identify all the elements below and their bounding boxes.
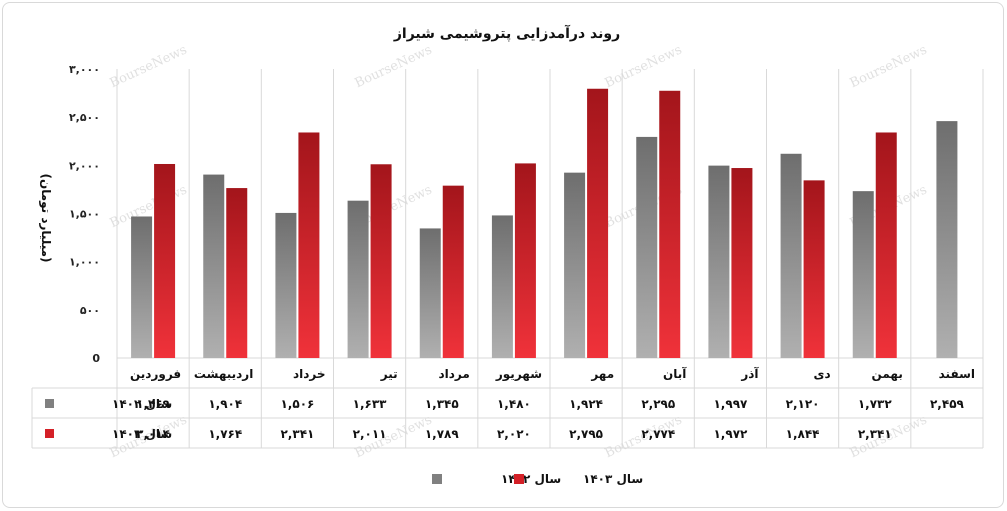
data-label-1403: ۱,۷۶۴: [208, 427, 242, 441]
category-label: آبان: [663, 366, 687, 381]
bar-1403: [803, 180, 825, 358]
bar-1402: [131, 216, 153, 358]
category-label: بهمن: [872, 367, 903, 381]
category-label: خرداد: [293, 367, 326, 381]
chart-title: روند درآمدزایی پتروشیمی شیراز: [393, 24, 620, 42]
bar-1402: [636, 136, 658, 358]
data-label-1403: ۲,۰۱۱: [353, 427, 387, 441]
table-series-name: سال ۱۴۰۲: [112, 397, 172, 411]
data-label-1402: ۱,۴۶۹: [136, 397, 171, 411]
data-label-1403: ۱,۸۴۴: [786, 427, 820, 441]
data-label-1403: ۲,۳۴۱: [280, 427, 314, 441]
watermark-text: BourseNews: [848, 42, 930, 91]
legend-label-1402: سال ۱۴۰۲: [501, 472, 561, 486]
data-label-1403: ۲,۷۹۵: [569, 427, 603, 441]
data-label-1402: ۱,۹۰۴: [208, 397, 242, 411]
category-label: مهر: [590, 367, 614, 381]
bar-1403: [659, 90, 681, 358]
y-tick-label: ۲,۵۰۰: [69, 111, 100, 124]
legend-swatch-1402: [432, 474, 442, 484]
bar-1402: [708, 165, 730, 358]
category-label: آذر: [740, 366, 759, 381]
y-axis-label: (میلیارد تومان): [38, 173, 53, 262]
category-label: فروردین: [130, 367, 181, 382]
y-ticks: 0 ۵۰۰ ۱,۰۰۰ ۱,۵۰۰ ۲,۰۰۰ ۲,۵۰۰ ۳,۰۰۰: [69, 63, 100, 365]
data-label-1402: ۱,۵۰۶: [280, 397, 314, 411]
bar-1402: [491, 215, 513, 358]
category-label: شهریور: [495, 367, 542, 382]
y-tick-label: ۱,۰۰۰: [69, 256, 100, 269]
bar-1403: [731, 168, 753, 358]
y-tick-label: ۵۰۰: [80, 304, 100, 317]
bar-1403: [875, 132, 897, 358]
table-series-name: سال ۱۴۰۳: [112, 427, 172, 441]
bar-1403: [226, 188, 248, 358]
category-label: تیر: [380, 367, 398, 381]
bar-1402: [347, 200, 369, 358]
category-label: مرداد: [439, 367, 470, 381]
data-label-1402: ۲,۴۵۹: [930, 397, 965, 411]
data-label-1403: ۱,۷۸۹: [425, 427, 460, 441]
data-label-1402: ۲,۱۲۰: [786, 397, 820, 411]
table-series-swatch: [45, 429, 54, 438]
watermark-text: BourseNews: [108, 42, 190, 91]
bar-1402: [936, 121, 958, 358]
watermark-text: BourseNews: [603, 42, 685, 91]
bar-1402: [419, 228, 441, 358]
legend: سال ۱۴۰۲ سال ۱۴۰۳: [432, 472, 643, 486]
y-tick-label: ۱,۵۰۰: [69, 208, 100, 221]
data-table: فروردین ۱,۴۶۹ ۲,۰۱۴ اردیبهشت ۱,۹۰۴ ۱,۷۶۴ خرداد…: [45, 366, 975, 441]
bars: [131, 88, 958, 358]
bar-1403: [514, 163, 536, 358]
data-label-1403: ۲,۰۱۴: [136, 427, 170, 441]
bar-1402: [852, 191, 874, 358]
data-label-1402: ۱,۳۴۵: [425, 397, 459, 411]
bar-1403: [154, 163, 176, 358]
category-label: اسفند: [939, 367, 975, 381]
legend-label-1403: سال ۱۴۰۳: [583, 472, 643, 486]
data-label-1402: ۱,۹۹۷: [713, 397, 748, 411]
table-series-swatch: [45, 399, 54, 408]
data-label-1402: ۱,۷۳۲: [858, 397, 893, 411]
watermark-text: BourseNews: [353, 42, 435, 91]
data-label-1402: ۱,۹۲۴: [569, 397, 603, 411]
bar-1403: [370, 164, 392, 358]
data-label-1403: ۲,۷۷۴: [641, 427, 675, 441]
bar-1402: [564, 172, 586, 358]
data-label-1402: ۱,۴۸۰: [497, 397, 531, 411]
bar-1402: [275, 212, 297, 358]
y-tick-label: 0: [92, 352, 100, 365]
category-label: دی: [814, 367, 831, 381]
y-tick-label: ۳,۰۰۰: [69, 63, 100, 76]
legend-swatch-1403: [514, 474, 524, 484]
bar-1402: [203, 174, 225, 358]
data-label-1403: ۲,۰۲۰: [497, 427, 531, 441]
data-label-1402: ۲,۲۹۵: [641, 397, 675, 411]
category-label: اردیبهشت: [194, 367, 253, 381]
bar-1403: [587, 88, 609, 358]
bar-1403: [298, 132, 320, 358]
y-tick-label: ۲,۰۰۰: [69, 159, 100, 172]
bar-1403: [442, 185, 464, 358]
data-label-1403: ۲,۳۴۱: [858, 427, 892, 441]
data-label-1403: ۱,۹۷۲: [713, 427, 748, 441]
data-label-1402: ۱,۶۳۳: [353, 397, 388, 411]
grid-lines: [31, 69, 984, 449]
bar-1402: [780, 153, 802, 358]
